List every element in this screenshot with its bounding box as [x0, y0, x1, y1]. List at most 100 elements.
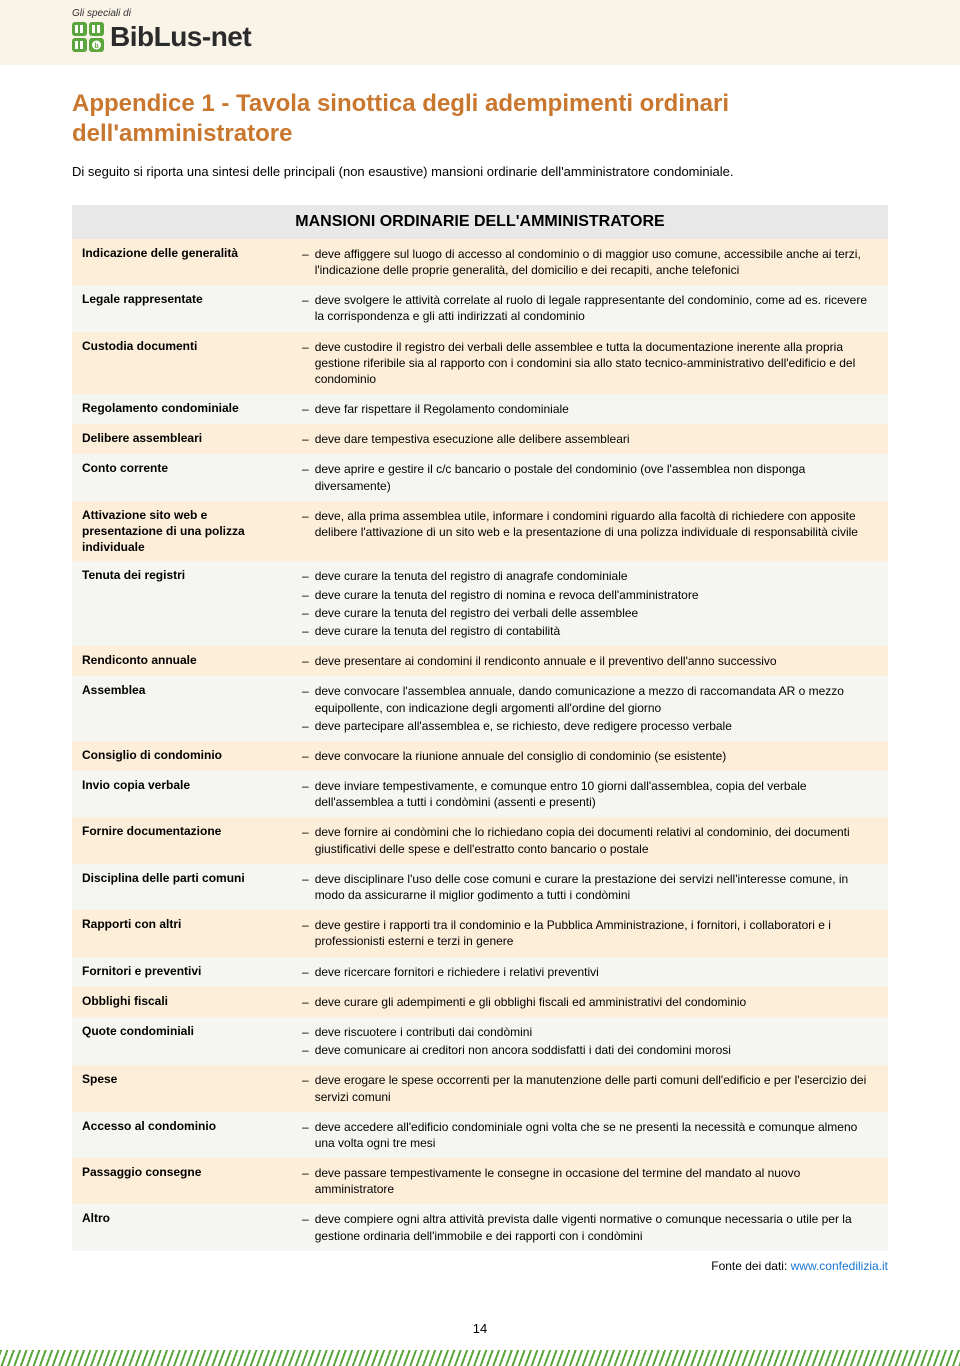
description-item: –deve convocare la riunione annuale del … — [302, 747, 878, 765]
description-text: deve curare la tenuta del registro dei v… — [315, 605, 639, 621]
description-text: deve compiere ogni altra attività previs… — [315, 1211, 878, 1243]
dash-icon: – — [302, 994, 309, 1010]
row-description: –deve fornire ai condòmini che lo richie… — [292, 817, 888, 863]
description-text: deve svolgere le attività correlate al r… — [315, 292, 878, 324]
dash-icon: – — [302, 718, 309, 734]
description-text: deve custodire il registro dei verbali d… — [315, 339, 878, 388]
description-item: –deve curare la tenuta del registro di c… — [302, 622, 878, 640]
description-text: deve passare tempestivamente le consegne… — [315, 1165, 878, 1197]
description-text: deve riscuotere i contributi dai condòmi… — [315, 1024, 532, 1040]
row-label: Quote condominiali — [72, 1017, 292, 1065]
table-row: Rapporti con altri–deve gestire i rappor… — [72, 910, 888, 956]
table-row: Consiglio di condominio –deve convocare l… — [72, 741, 888, 771]
description-item: –deve, alla prima assemblea utile, infor… — [302, 507, 878, 541]
description-text: deve dare tempestiva esecuzione alle del… — [315, 431, 630, 447]
mansioni-table: MANSIONI ORDINARIE DELL'AMMINISTRATORE I… — [72, 205, 888, 1251]
table-row: Assemblea–deve convocare l'assemblea ann… — [72, 676, 888, 741]
description-text: deve gestire i rapporti tra il condomini… — [315, 917, 878, 949]
description-item: –deve fornire ai condòmini che lo richie… — [302, 823, 878, 857]
description-text: deve accedere all'edificio condominiale … — [315, 1119, 878, 1151]
dash-icon: – — [302, 1042, 309, 1058]
row-description: –deve accedere all'edificio condominiale… — [292, 1112, 888, 1158]
row-description: –deve compiere ogni altra attività previ… — [292, 1204, 888, 1250]
description-item: –deve disciplinare l'uso delle cose comu… — [302, 870, 878, 904]
dash-icon: – — [302, 508, 309, 540]
table-row: Legale rappresentate–deve svolgere le at… — [72, 285, 888, 331]
row-description: –deve passare tempestivamente le consegn… — [292, 1158, 888, 1204]
table-row: Conto corrente–deve aprire e gestire il … — [72, 454, 888, 500]
row-label: Custodia documenti — [72, 332, 292, 395]
description-item: –deve curare la tenuta del registro di n… — [302, 586, 878, 604]
description-text: deve, alla prima assemblea utile, inform… — [315, 508, 878, 540]
dash-icon: – — [302, 1072, 309, 1104]
dash-icon: – — [302, 1119, 309, 1151]
description-text: deve partecipare all'assemblea e, se ric… — [315, 718, 732, 734]
row-label: Consiglio di condominio — [72, 741, 292, 771]
table-row: Delibere assembleari–deve dare tempestiv… — [72, 424, 888, 454]
description-item: –deve passare tempestivamente le consegn… — [302, 1164, 878, 1198]
row-label: Assemblea — [72, 676, 292, 741]
description-text: deve disciplinare l'uso delle cose comun… — [315, 871, 878, 903]
description-text: deve far rispettare il Regolamento condo… — [315, 401, 569, 417]
table-row: Disciplina delle parti comuni–deve disci… — [72, 864, 888, 910]
dash-icon: – — [302, 683, 309, 715]
row-description: –deve dare tempestiva esecuzione alle de… — [292, 424, 888, 454]
source-link[interactable]: www.confedilizia.it — [791, 1259, 888, 1273]
description-item: –deve inviare tempestivamente, e comunqu… — [302, 777, 878, 811]
data-source-line: Fonte dei dati: www.confedilizia.it — [72, 1259, 888, 1273]
dash-icon: – — [302, 587, 309, 603]
table-row: Tenuta dei registri–deve curare la tenut… — [72, 561, 888, 646]
description-text: deve comunicare ai creditori non ancora … — [315, 1042, 731, 1058]
description-item: –deve compiere ogni altra attività previ… — [302, 1210, 878, 1244]
description-item: –deve affiggere sul luogo di accesso al … — [302, 245, 878, 279]
description-text: deve curare la tenuta del registro di no… — [315, 587, 699, 603]
description-text: deve aprire e gestire il c/c bancario o … — [315, 461, 878, 493]
page-header: Gli speciali di b BibLus-net — [0, 0, 960, 65]
table-row: Passaggio consegne –deve passare tempesti… — [72, 1158, 888, 1204]
description-item: –deve riscuotere i contributi dai condòm… — [302, 1023, 878, 1041]
description-text: deve erogare le spese occorrenti per la … — [315, 1072, 878, 1104]
description-item: –deve curare la tenuta del registro dei … — [302, 604, 878, 622]
description-item: –deve aprire e gestire il c/c bancario o… — [302, 460, 878, 494]
description-item: –deve dare tempestiva esecuzione alle de… — [302, 430, 878, 448]
row-description: –deve custodire il registro dei verbali … — [292, 332, 888, 395]
logo-text: BibLus-net — [110, 21, 251, 53]
table-row: Regolamento condominiale–deve far rispet… — [72, 394, 888, 424]
footer-hatch-pattern — [0, 1350, 960, 1366]
table-row: Spese–deve erogare le spese occorrenti p… — [72, 1065, 888, 1111]
row-description: –deve curare gli adempimenti e gli obbli… — [292, 987, 888, 1017]
row-label: Tenuta dei registri — [72, 561, 292, 646]
row-label: Legale rappresentate — [72, 285, 292, 331]
row-label: Regolamento condominiale — [72, 394, 292, 424]
table-row: Attivazione sito web e presentazione di … — [72, 501, 888, 562]
table-row: Accesso al condominio–deve accedere all'… — [72, 1112, 888, 1158]
row-label: Passaggio consegne — [72, 1158, 292, 1204]
row-description: –deve gestire i rapporti tra il condomin… — [292, 910, 888, 956]
description-text: deve convocare l'assemblea annuale, dand… — [315, 683, 878, 715]
description-text: deve fornire ai condòmini che lo richied… — [315, 824, 878, 856]
table-row: Quote condominiali–deve riscuotere i con… — [72, 1017, 888, 1065]
description-text: deve curare la tenuta del registro di an… — [315, 568, 628, 584]
description-item: –deve comunicare ai creditori non ancora… — [302, 1041, 878, 1059]
row-label: Fornitori e preventivi — [72, 957, 292, 987]
description-item: –deve curare gli adempimenti e gli obbli… — [302, 993, 878, 1011]
row-description: –deve convocare l'assemblea annuale, dan… — [292, 676, 888, 741]
description-text: deve presentare ai condomini il rendicon… — [315, 653, 777, 669]
row-description: –deve riscuotere i contributi dai condòm… — [292, 1017, 888, 1065]
description-text: deve ricercare fornitori e richiedere i … — [315, 964, 599, 980]
table-row: Invio copia verbale–deve inviare tempest… — [72, 771, 888, 817]
row-label: Indicazione delle generalità — [72, 239, 292, 285]
dash-icon: – — [302, 778, 309, 810]
dash-icon: – — [302, 605, 309, 621]
row-description: –deve ricercare fornitori e richiedere i… — [292, 957, 888, 987]
row-description: –deve erogare le spese occorrenti per la… — [292, 1065, 888, 1111]
row-description: –deve aprire e gestire il c/c bancario o… — [292, 454, 888, 500]
row-label: Attivazione sito web e presentazione di … — [72, 501, 292, 562]
table-row: Obblighi fiscali–deve curare gli adempim… — [72, 987, 888, 1017]
row-description: –deve presentare ai condomini il rendico… — [292, 646, 888, 676]
dash-icon: – — [302, 401, 309, 417]
row-description: –deve, alla prima assemblea utile, infor… — [292, 501, 888, 562]
dash-icon: – — [302, 653, 309, 669]
row-label: Rendiconto annuale — [72, 646, 292, 676]
table-row: Rendiconto annuale–deve presentare ai co… — [72, 646, 888, 676]
